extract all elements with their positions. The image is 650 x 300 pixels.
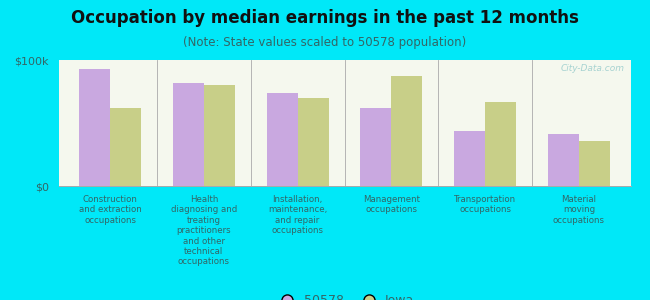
Legend: 50578, Iowa: 50578, Iowa xyxy=(270,289,419,300)
Bar xyxy=(204,85,235,186)
Bar xyxy=(361,108,391,186)
Bar xyxy=(298,98,328,186)
Bar xyxy=(391,76,423,186)
Text: City-Data.com: City-Data.com xyxy=(561,64,625,73)
Bar xyxy=(485,102,516,186)
Bar xyxy=(110,108,141,186)
Bar xyxy=(579,141,610,186)
Bar xyxy=(173,83,204,186)
Bar xyxy=(548,134,579,186)
Bar xyxy=(454,130,485,186)
Text: (Note: State values scaled to 50578 population): (Note: State values scaled to 50578 popu… xyxy=(183,36,467,49)
Text: Occupation by median earnings in the past 12 months: Occupation by median earnings in the pas… xyxy=(71,9,579,27)
Bar xyxy=(79,69,110,186)
Bar xyxy=(266,93,298,186)
